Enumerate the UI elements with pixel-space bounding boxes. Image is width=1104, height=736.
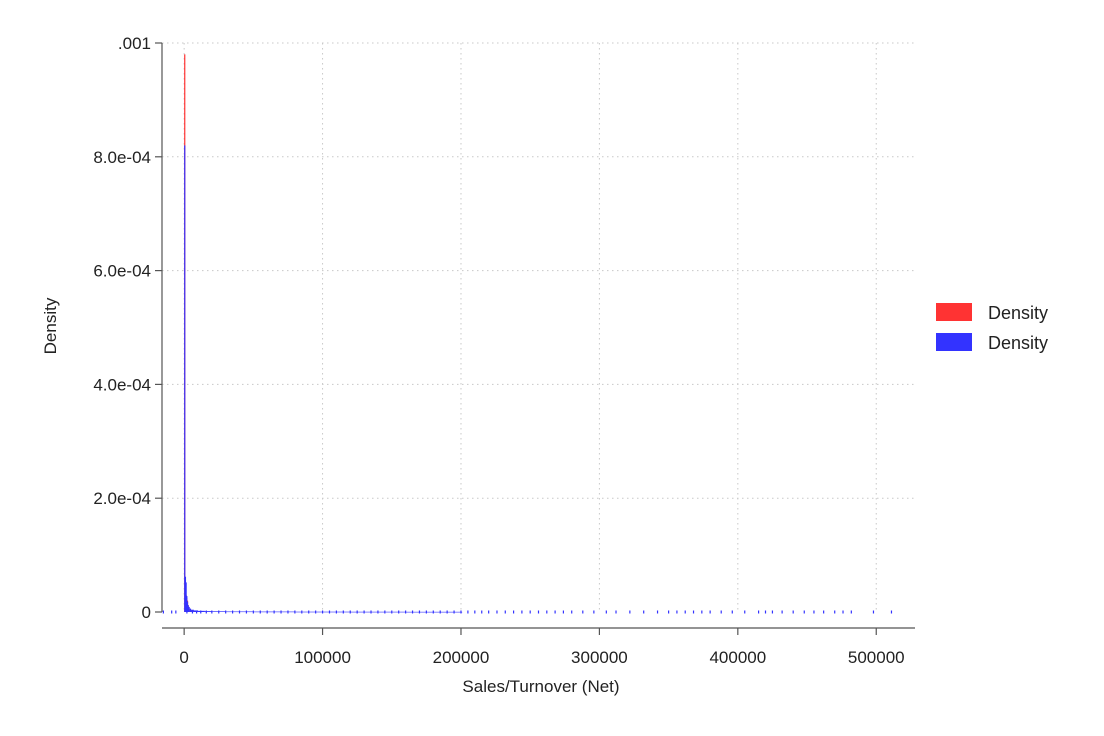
legend-swatch-blue <box>936 333 972 351</box>
bar-series1-4 <box>186 601 189 612</box>
y-tick-label-1: 2.0e-04 <box>93 489 151 508</box>
legend-label-blue: Density <box>988 333 1048 353</box>
x-tick-label-2: 200000 <box>433 648 490 667</box>
y-tick-label-5: .001 <box>118 34 151 53</box>
x-tick-label-5: 500000 <box>848 648 905 667</box>
histogram-bars <box>184 54 463 613</box>
bar-series1-6 <box>188 606 190 612</box>
y-axis-title: Density <box>41 297 60 354</box>
legend-label-red: Density <box>988 303 1048 323</box>
bar-series1-10 <box>197 610 205 612</box>
bar-series1-2 <box>185 582 187 612</box>
rug-marks <box>162 610 893 614</box>
grid-lines <box>162 42 915 612</box>
y-tick-label-3: 6.0e-04 <box>93 262 151 281</box>
bar-series1-7 <box>189 608 192 612</box>
y-tick-label-0: 0 <box>142 603 151 622</box>
bar-series1-11 <box>204 611 212 612</box>
bar-series1-0 <box>184 145 186 613</box>
x-tick-label-0: 0 <box>179 648 188 667</box>
bar-series1-5 <box>187 605 189 612</box>
tick-labels: 0 2.0e-04 4.0e-04 6.0e-04 8.0e-04 .001 0 100000… <box>93 34 904 667</box>
x-tick-label-1: 100000 <box>294 648 351 667</box>
axes <box>161 43 915 629</box>
bar-series1-9 <box>193 610 198 612</box>
x-tick-label-3: 300000 <box>571 648 628 667</box>
legend-swatch-red <box>936 303 972 321</box>
x-axis-title: Sales/Turnover (Net) <box>462 677 619 696</box>
legend: Density Density <box>936 303 1048 353</box>
bar-series1-3 <box>186 596 188 612</box>
x-tick-label-4: 400000 <box>709 648 766 667</box>
y-tick-label-4: 8.0e-04 <box>93 148 151 167</box>
y-tick-label-2: 4.0e-04 <box>93 375 151 394</box>
bar-series1-1 <box>184 576 187 612</box>
